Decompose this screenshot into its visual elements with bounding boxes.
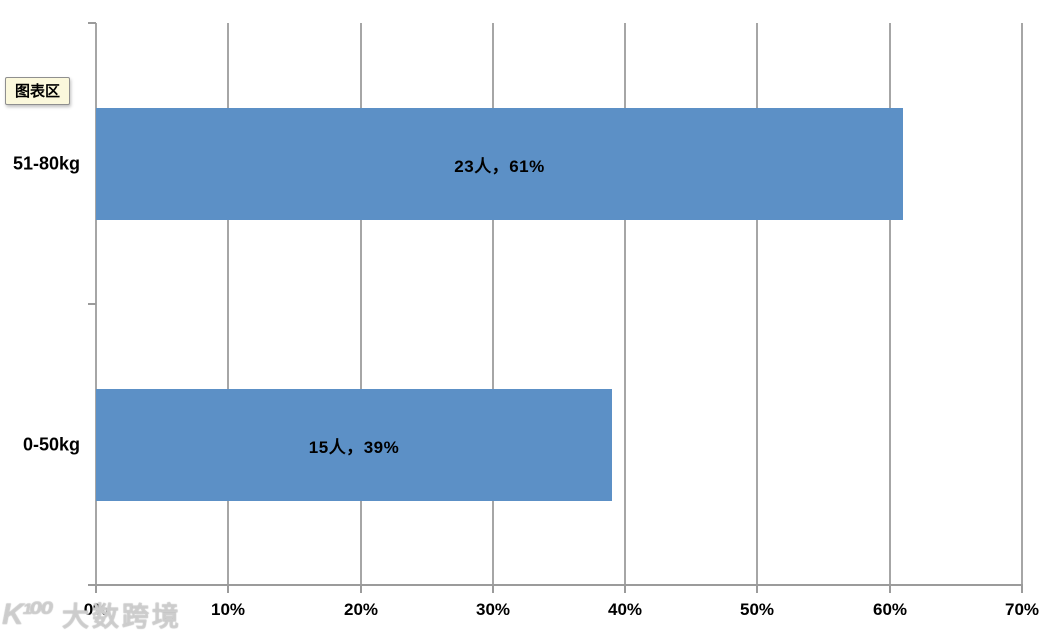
y-axis-tick — [88, 584, 96, 586]
x-axis-tick — [227, 586, 229, 593]
watermark-logo-icon: K¹⁰⁰ — [2, 598, 54, 631]
x-axis-tick-label: 20% — [343, 600, 379, 619]
x-axis-tick-label: 10% — [210, 600, 246, 619]
bar-0-50kg[interactable]: 15人，39% — [96, 389, 612, 501]
category-label: 51-80kg — [12, 153, 80, 174]
gridline — [360, 23, 362, 585]
gridline — [492, 23, 494, 585]
x-axis-tick — [360, 586, 362, 593]
x-axis-tick-label: 50% — [739, 600, 775, 619]
category-label: 0-50kg — [22, 434, 80, 455]
bar-data-label: 23人，61% — [454, 156, 545, 176]
gridline — [227, 23, 229, 585]
x-axis-tick-label: 40% — [607, 600, 643, 619]
x-axis-tick — [95, 586, 97, 593]
x-axis-tick-label: 60% — [872, 600, 908, 619]
x-axis-tick — [756, 586, 758, 593]
chart-area-tooltip: 图表区 — [5, 77, 71, 105]
x-axis-line — [94, 584, 1023, 586]
bar-data-label: 15人，39% — [308, 437, 400, 457]
x-axis-tick — [624, 586, 626, 593]
plot-area: 23人，61% 15人，39% — [95, 23, 1023, 585]
x-axis-tick — [1021, 586, 1023, 593]
x-axis-tick-label: 0% — [83, 600, 109, 619]
gridline — [95, 23, 97, 585]
x-axis-tick-label: 70% — [1004, 600, 1040, 619]
gridline — [1021, 23, 1023, 585]
x-axis-tick — [889, 586, 891, 593]
bar-51-80kg[interactable]: 23人，61% — [96, 108, 903, 220]
gridline — [624, 23, 626, 585]
gridline — [889, 23, 891, 585]
x-axis-tick-label: 30% — [475, 600, 511, 619]
x-axis-tick — [492, 586, 494, 593]
y-axis-tick — [88, 303, 96, 305]
tooltip-label: 图表区 — [15, 83, 61, 100]
gridline — [756, 23, 758, 585]
y-axis-tick — [88, 22, 96, 24]
